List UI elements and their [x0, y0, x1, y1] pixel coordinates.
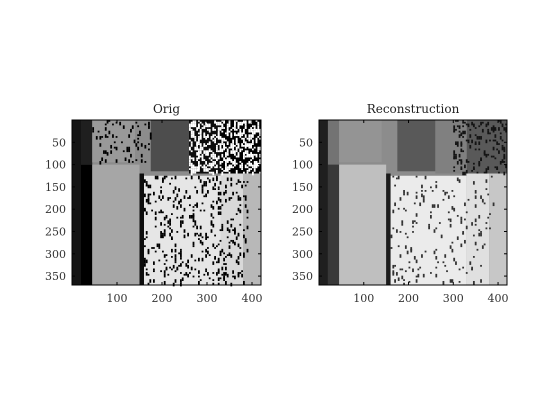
y-tick-label-orig-200: 200: [45, 203, 66, 216]
y-tick-label-orig-50: 50: [52, 136, 66, 149]
x-tick-label-orig-100: 100: [107, 292, 128, 305]
y-tick-label-reconstruction-350: 350: [292, 270, 313, 283]
image-region-orig-5: [150, 120, 189, 172]
image-region-orig-2: [81, 120, 93, 165]
image-region-reconstruction-2: [327, 120, 340, 165]
y-tick-label-reconstruction-100: 100: [292, 159, 313, 172]
image-region-orig-1: [72, 120, 81, 285]
image-region-reconstruction-7: [466, 120, 507, 174]
image-region-orig-4: [92, 120, 135, 163]
x-tick-label-orig-400: 400: [242, 292, 263, 305]
image-region-reconstruction-12: [489, 173, 507, 285]
image-region-reconstruction-1: [319, 120, 328, 285]
image-region-reconstruction-4: [339, 120, 382, 163]
x-tick-label-orig-300: 300: [197, 292, 218, 305]
panel-reconstruction: Reconstruction 100 200 300 400 50 100 150 200 25…: [292, 102, 509, 305]
image-region-orig-9: [139, 173, 144, 285]
y-tick-label-orig-300: 300: [45, 248, 66, 261]
x-tick-label-reconstruction-200: 200: [398, 292, 419, 305]
image-region-reconstruction-5: [397, 120, 436, 172]
y-tick-label-orig-350: 350: [45, 270, 66, 283]
y-tick-label-reconstruction-250: 250: [292, 225, 313, 238]
image-region-reconstruction-9: [386, 173, 391, 285]
x-tick-label-reconstruction-300: 300: [443, 292, 464, 305]
image-texture-orig-0: [92, 120, 152, 165]
x-tick-label-reconstruction-100: 100: [353, 292, 374, 305]
image-region-orig-8: [92, 164, 140, 285]
x-tick-label-reconstruction-400: 400: [488, 292, 509, 305]
plot-frame-reconstruction: [318, 119, 508, 286]
y-tick-label-reconstruction-300: 300: [292, 248, 313, 261]
image-region-orig-11: [220, 173, 243, 285]
y-tick-label-reconstruction-50: 50: [299, 136, 313, 149]
plot-frame-orig: [71, 119, 262, 286]
image-texture-reconstruction-1: [390, 175, 495, 285]
y-tick-label-reconstruction-200: 200: [292, 203, 313, 216]
panel-title-orig: Orig: [153, 102, 180, 116]
x-tick-label-orig-200: 200: [152, 292, 173, 305]
y-tick-label-orig-100: 100: [45, 159, 66, 172]
image-region-reconstruction-3: [327, 164, 340, 285]
image-region-orig-3: [81, 164, 93, 285]
y-tick-label-orig-150: 150: [45, 181, 66, 194]
image-texture-reconstruction-0: [453, 120, 507, 176]
image-region-orig-10: [144, 175, 221, 285]
panel-orig: Orig 100 200 300 400 50 100 150 200 250 300 350: [45, 102, 263, 305]
image-region-orig-12: [243, 173, 261, 285]
y-tick-label-reconstruction-150: 150: [292, 181, 313, 194]
image-texture-orig-2: [144, 175, 249, 287]
image-texture-orig-1: [189, 120, 261, 176]
panel-title-reconstruction: Reconstruction: [367, 102, 460, 116]
image-region-reconstruction-8: [339, 164, 387, 285]
y-tick-label-orig-250: 250: [45, 225, 66, 238]
